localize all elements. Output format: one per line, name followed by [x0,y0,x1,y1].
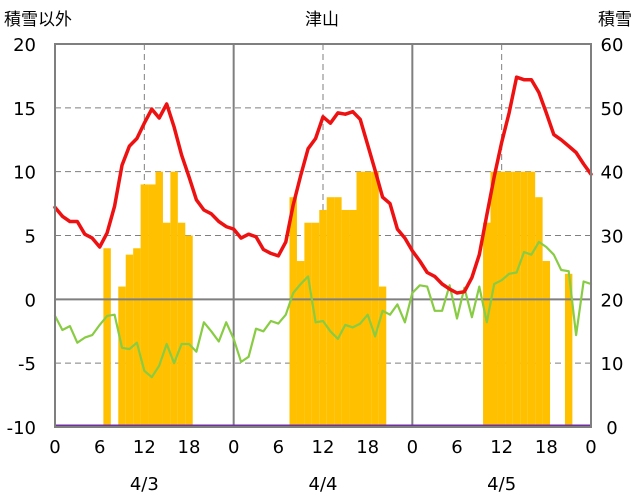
right-tick-label: 20 [601,290,624,311]
x-tick-label: 0 [407,437,418,458]
snow-bar [103,248,111,427]
left-axis-label: 積雪以外 [4,10,72,30]
snow-bar [140,184,149,427]
left-tick-label: -10 [7,418,36,439]
snow-bar [542,261,551,427]
x-tick-label: 0 [228,437,239,458]
day-label: 4/5 [487,474,516,495]
x-tick-label: 0 [585,437,596,458]
plot-frame [54,43,592,428]
snow-bar [125,254,134,427]
green-line-series [53,240,593,379]
day-label: 4/3 [130,474,159,495]
snow-bar [177,222,186,427]
snow-bar [118,286,126,427]
snow-bar [162,222,171,427]
snow-bar [148,184,156,427]
snow-bar [535,197,543,427]
red-line-series [53,75,593,295]
right-tick-label: 30 [601,227,624,248]
x-tick-label: 6 [451,437,462,458]
left-tick-label: 5 [25,227,36,248]
x-tick-label: 18 [178,437,201,458]
right-tick-label: 50 [601,99,624,120]
left-tick-label: 15 [13,99,36,120]
left-tick-label: 0 [25,290,36,311]
day-label: 4/4 [309,474,338,495]
right-tick-label: 60 [601,35,624,56]
snow-bar [185,235,193,427]
snow-bar [326,197,335,427]
x-tick-label: 12 [133,437,156,458]
chart-title: 津山 [305,10,339,30]
right-tick-label: 0 [606,418,617,439]
x-tick-label: 12 [312,437,335,458]
right-axis-label: 積雪 [598,10,632,30]
snow-bar [296,261,305,427]
left-tick-label: 20 [13,35,36,56]
left-tick-label: -5 [18,354,36,375]
snow-bar [341,209,350,427]
snow-bar [311,222,320,427]
series-lines [53,75,593,379]
x-tick-label: 6 [273,437,284,458]
x-tick-label: 18 [535,437,558,458]
plot-border [54,43,592,428]
x-tick-label: 12 [490,437,513,458]
snow-bar [349,209,357,427]
x-tick-label: 0 [49,437,60,458]
snow-bar [289,197,297,427]
right-tick-label: 10 [601,354,624,375]
snow-bar [319,209,327,427]
snow-bar [133,248,141,427]
snow-bar [378,286,387,427]
left-tick-label: 10 [13,163,36,184]
snow-bar [334,197,342,427]
snow-bar [483,222,491,427]
x-tick-label: 6 [94,437,105,458]
snow-bar [304,222,312,427]
snow-bar [564,273,573,427]
right-tick-label: 40 [601,163,624,184]
x-tick-label: 18 [356,437,379,458]
